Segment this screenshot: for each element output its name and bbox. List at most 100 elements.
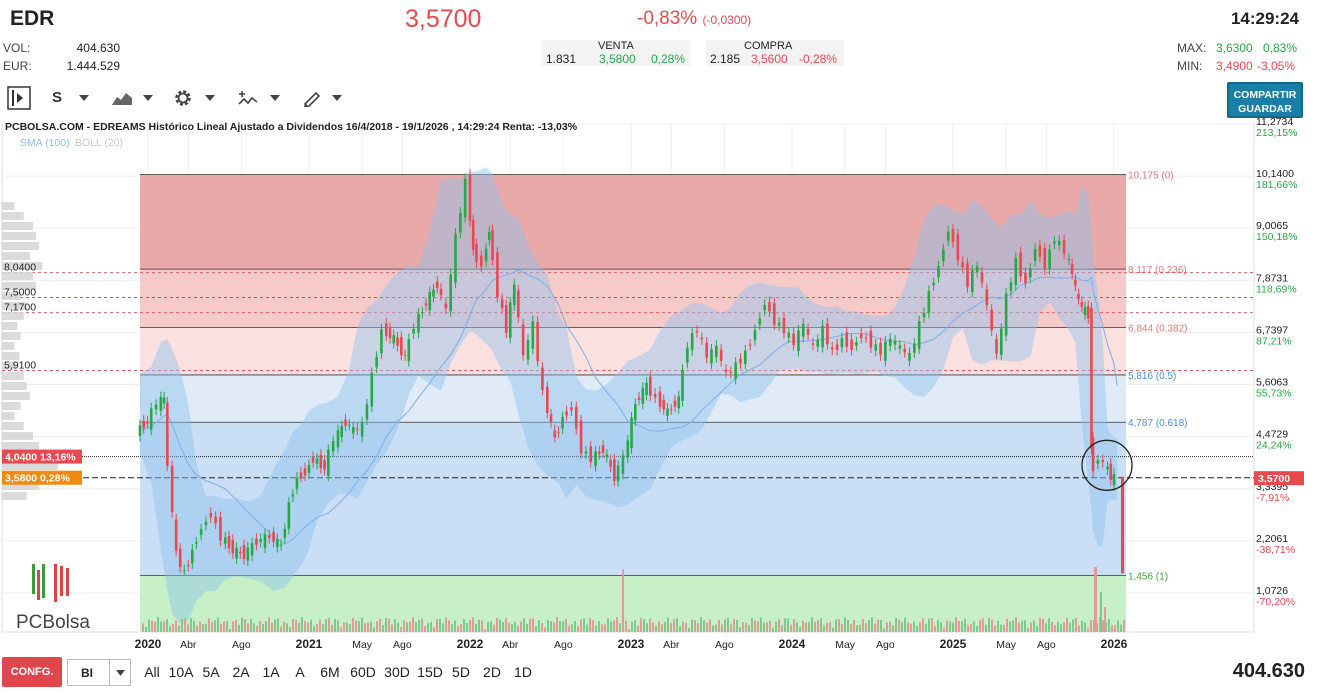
range-button-a[interactable]: A: [295, 664, 305, 680]
volume-bar: [526, 623, 528, 632]
gear-icon[interactable]: [172, 87, 194, 109]
volume-profile-bar: [2, 272, 33, 280]
y-tick-label: 2,2061: [1256, 533, 1288, 545]
candle-body: [536, 322, 539, 362]
volume-bar: [673, 619, 675, 632]
volume-bar: [811, 617, 813, 632]
volume-bar: [1094, 567, 1097, 632]
volume-bar: [658, 621, 660, 632]
volume-bar: [274, 619, 276, 632]
range-button-all[interactable]: All: [144, 664, 160, 680]
range-button-1d[interactable]: 1D: [514, 664, 532, 680]
save-label: GUARDAR: [1238, 103, 1292, 115]
volume-bar: [664, 621, 666, 632]
volume-bar: [850, 623, 852, 632]
candle-body: [235, 547, 238, 559]
range-button-2a[interactable]: 2A: [232, 664, 250, 680]
volume-bar: [160, 621, 162, 632]
candle-body: [753, 330, 757, 341]
volume-bar: [535, 626, 537, 632]
volume-bar: [469, 619, 471, 632]
y-tick-percent: 213,15%: [1256, 127, 1297, 139]
volume-bar: [208, 618, 210, 632]
draw-pen-icon[interactable]: [302, 89, 322, 107]
volume-bar: [907, 622, 909, 632]
range-button-10a[interactable]: 10A: [168, 664, 194, 680]
volume-bar: [403, 620, 405, 632]
range-button-1a[interactable]: 1A: [262, 664, 280, 680]
scale-button[interactable]: S: [52, 89, 63, 106]
candle-body: [826, 323, 829, 345]
volume-profile-bar: [2, 442, 40, 450]
candle-body: [291, 494, 295, 497]
chevron-down-icon[interactable]: [332, 95, 342, 101]
volume-bar: [709, 619, 711, 632]
volume-bar: [262, 623, 264, 632]
candle-body: [637, 397, 641, 400]
candle-body: [995, 339, 998, 354]
range-button-2d[interactable]: 2D: [483, 664, 501, 680]
range-button-6m[interactable]: 6M: [320, 664, 340, 680]
volume-profile-bar: [2, 232, 37, 240]
candle-body: [763, 304, 766, 311]
chevron-down-icon[interactable]: [143, 95, 153, 101]
volume-bar: [583, 618, 585, 632]
candle-body: [1009, 282, 1013, 291]
y-tick-percent: 150,18%: [1256, 231, 1297, 243]
volume-bar: [967, 625, 969, 632]
range-button-5d[interactable]: 5D: [452, 664, 470, 680]
volume-bar: [874, 623, 876, 632]
candle-body: [681, 369, 684, 401]
volume-profile-bar: [2, 362, 16, 370]
candle-body: [388, 328, 392, 339]
range-button-60d[interactable]: 60D: [350, 664, 376, 680]
volume-bar: [799, 627, 801, 632]
volume-bar: [493, 624, 495, 632]
volume-profile-bar: [2, 242, 40, 250]
share-save-button[interactable]: COMPARTIR GUARDAR: [1227, 82, 1303, 118]
chevron-down-icon[interactable]: [79, 95, 89, 101]
volume-bar: [814, 621, 816, 632]
config-button[interactable]: CONFG.: [2, 657, 62, 687]
volume-bar: [1039, 618, 1041, 632]
play-sidebar-icon[interactable]: [7, 86, 31, 110]
volume-bar: [1045, 623, 1047, 632]
x-tick-label: Ago: [715, 639, 734, 651]
volume-bar: [169, 626, 171, 632]
chevron-down-icon[interactable]: [270, 95, 280, 101]
volume-bar: [862, 619, 864, 632]
volume-bar: [481, 620, 483, 632]
volume-bar: [802, 620, 804, 632]
candle-body: [303, 468, 307, 476]
range-button-5a[interactable]: 5A: [202, 664, 220, 680]
range-button-30d[interactable]: 30D: [384, 664, 410, 680]
volume-bar: [340, 627, 342, 632]
volume-bar: [1114, 625, 1116, 632]
area-chart-icon[interactable]: [111, 90, 133, 106]
candle-body: [375, 356, 378, 368]
y-tick-label: 5,6063: [1256, 377, 1288, 389]
chevron-down-icon: [116, 670, 125, 676]
candle-body: [1033, 249, 1037, 261]
bi-select[interactable]: BI: [67, 659, 131, 686]
chart-toolbar: S: [0, 84, 360, 112]
volume-bar: [904, 617, 906, 632]
candle-body: [658, 391, 662, 407]
volume-bar: [391, 624, 393, 632]
volume-bar: [718, 620, 720, 632]
indicators-icon[interactable]: [237, 89, 259, 107]
y-tick-label: 1,0726: [1256, 585, 1288, 597]
volume-bar: [994, 625, 996, 632]
volume-bar: [838, 619, 840, 632]
volume-bar: [598, 621, 600, 632]
volume-bar: [832, 627, 834, 632]
chevron-down-icon[interactable]: [205, 95, 215, 101]
volume-bar: [541, 622, 543, 632]
sma-line: [139, 269, 1118, 545]
volume-bar: [358, 621, 360, 632]
volume-bar: [400, 627, 402, 632]
candle-body: [484, 248, 488, 262]
volume-bar: [601, 624, 603, 632]
price-chart[interactable]: 10,175 (0) 8,117 (0.236) 6,844 (0.382) 5,81…: [0, 118, 1317, 654]
range-button-15d[interactable]: 15D: [417, 664, 443, 680]
